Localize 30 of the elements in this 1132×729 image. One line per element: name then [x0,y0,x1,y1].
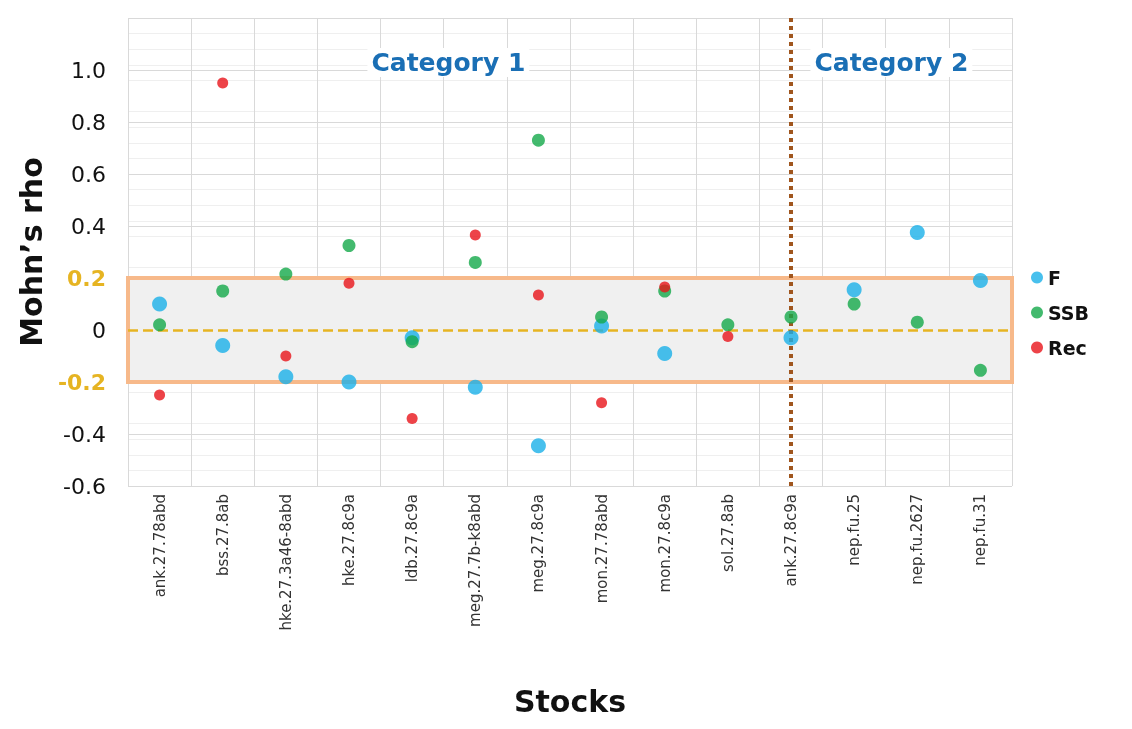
x-tick-label: bss.27.8ab [213,494,232,577]
y-tick-label: 0.6 [71,161,106,187]
x-axis-title: Stocks [513,683,627,719]
y-tick-label: 1.0 [71,57,106,83]
legend-label: SSB [1048,301,1089,324]
y-tick-label: 0.4 [71,213,106,239]
x-tick-label: mon.27.78abd [592,494,611,604]
x-tick-label: nep.fu.31 [971,494,990,566]
annotation: Category 1 [371,48,526,77]
x-tick-label: ank.27.78abd [150,494,169,598]
legend-label: F [1048,266,1061,289]
x-tick-label: hke.27.8c9a [340,494,358,587]
x-tick-label: ldb.27.8c9a [403,494,422,583]
y-tick-label: 0.2 [67,265,106,291]
x-tick-label: ank.27.8c9a [782,494,800,587]
x-tick-label: meg.27.8c9a [529,494,548,593]
y-tick-label: 0.8 [71,109,106,135]
y-tick-label: -0.2 [57,369,106,395]
x-tick-label: sol.27.8ab [718,494,737,573]
annotation: Category 2 [814,48,969,77]
y-axis-title: Mohn’s rho [13,157,49,347]
x-tick-label: nep.fu.25 [845,494,864,566]
y-tick-label: -0.4 [63,421,106,447]
legend-label: Rec [1048,336,1087,359]
x-tick-label: mon.27.8c9a [655,494,674,593]
x-tick-label: meg.27.7b-k8abd [466,494,485,627]
y-tick-label: -0.6 [63,473,106,499]
x-tick-label: nep.fu.2627 [908,494,927,585]
y-tick-label: 0 [92,317,106,343]
x-tick-label: hke.27.3a46-8abd [276,494,295,631]
